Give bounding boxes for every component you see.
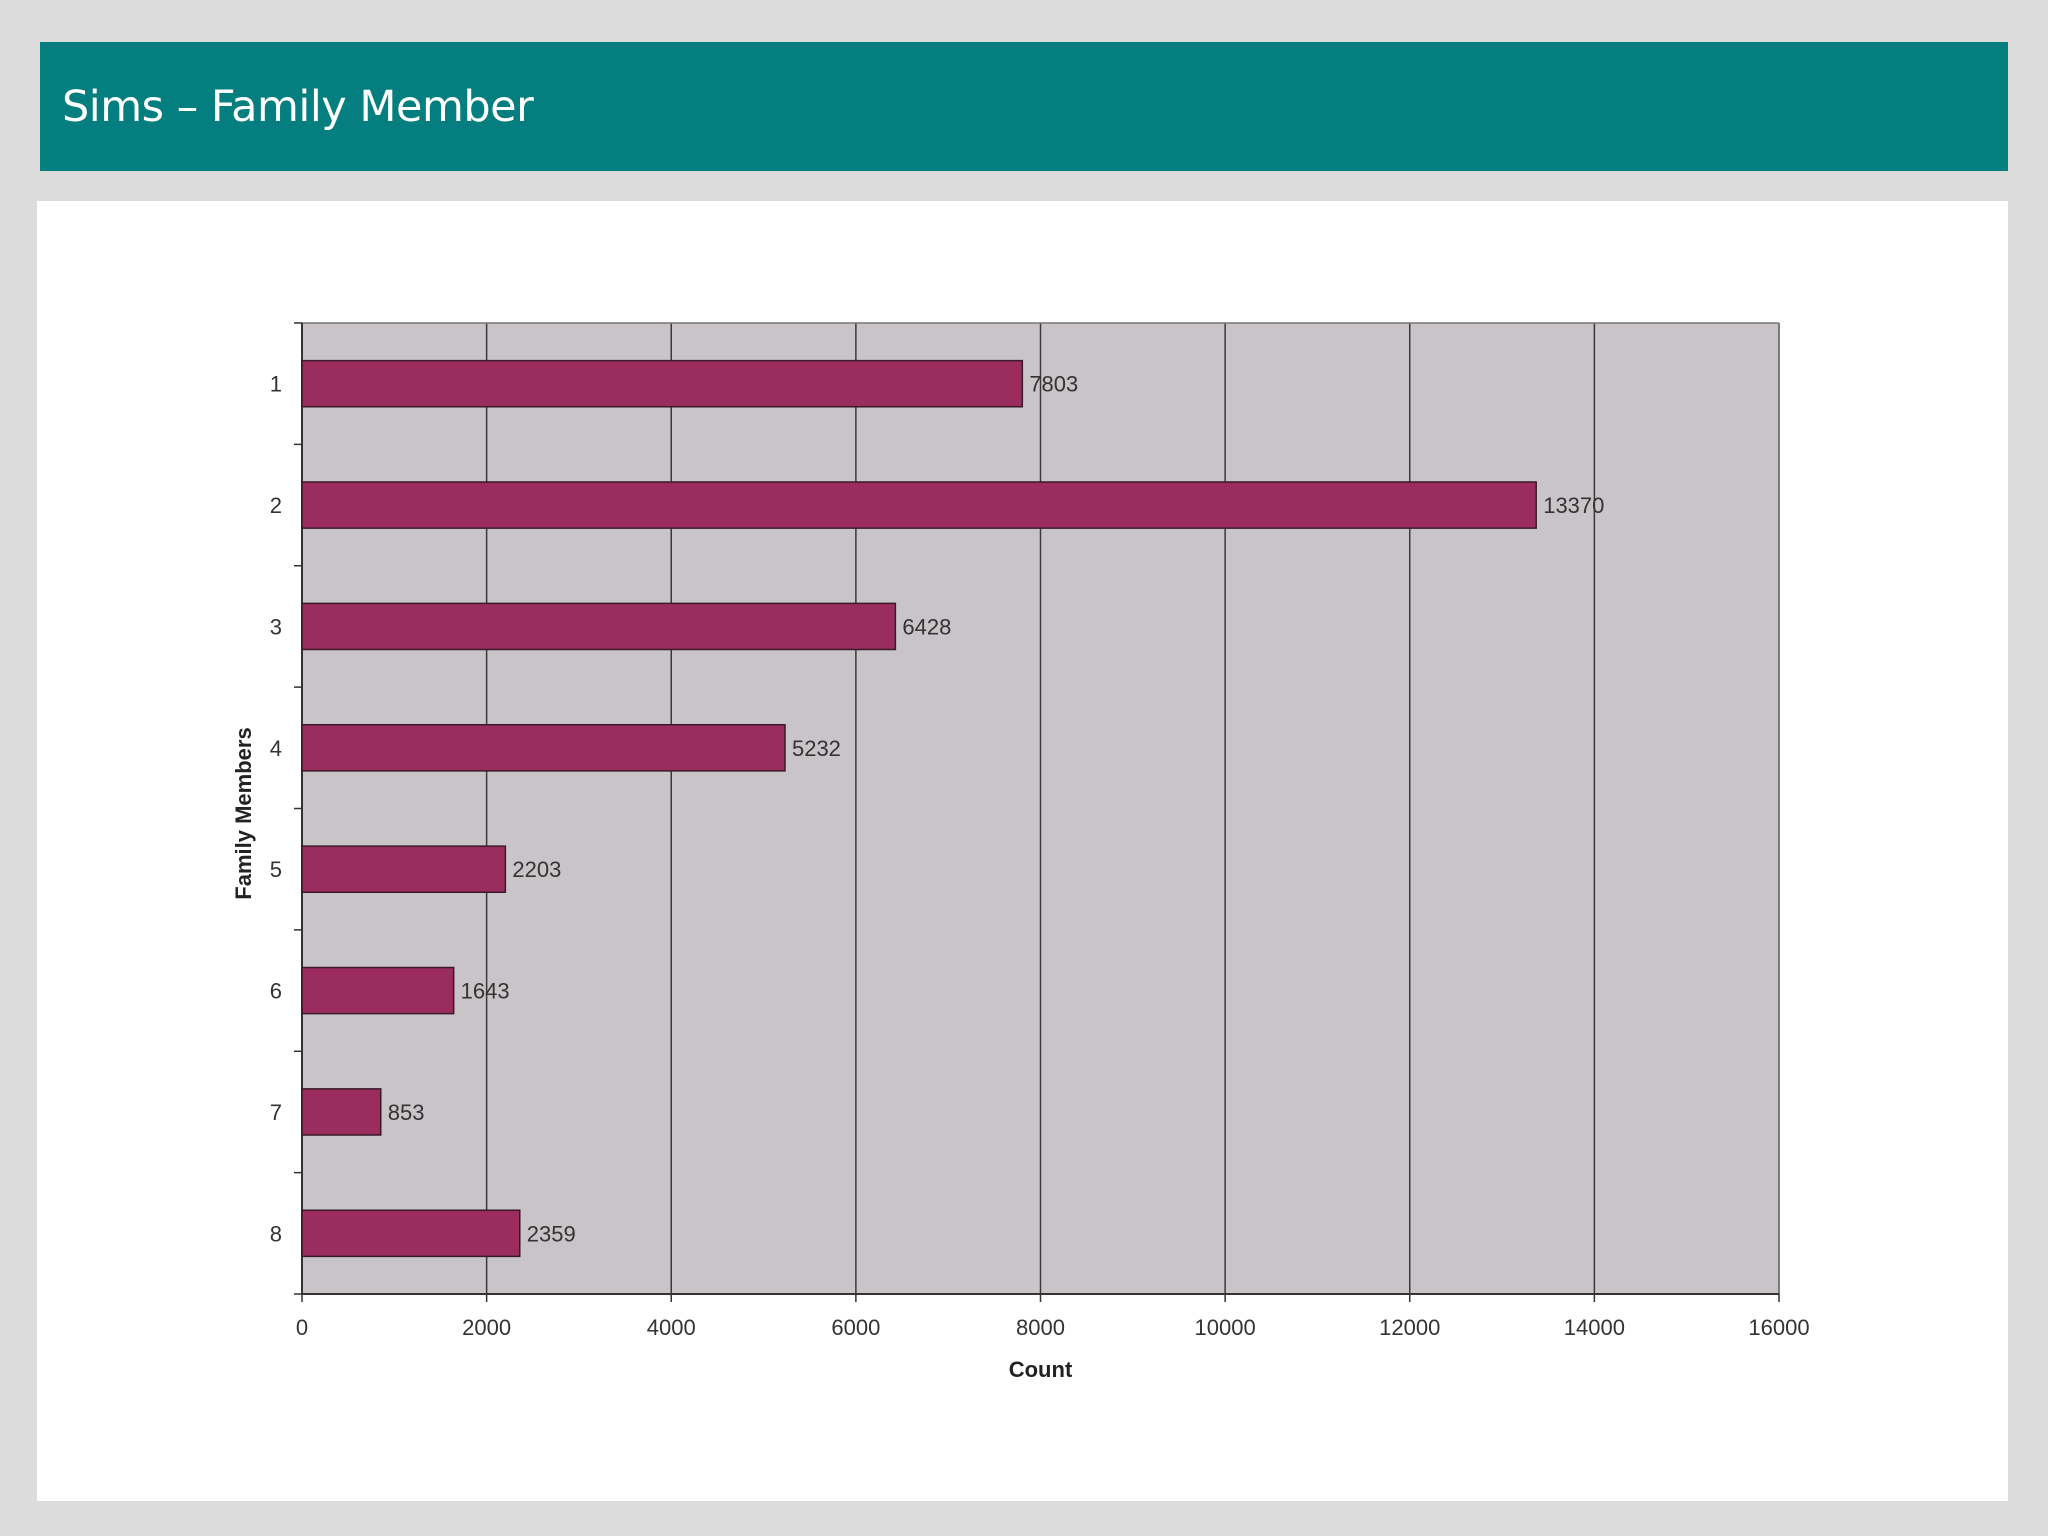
data-label: 6428 bbox=[902, 614, 951, 639]
bar-1 bbox=[301, 359, 1024, 408]
y-tick-label: 2 bbox=[270, 493, 282, 518]
bar-5 bbox=[301, 845, 507, 893]
bar-4 bbox=[301, 724, 786, 772]
bar-3 bbox=[301, 602, 897, 651]
x-tick-label: 14000 bbox=[1564, 1315, 1625, 1340]
bar-2 bbox=[301, 481, 1537, 529]
data-label: 853 bbox=[388, 1100, 425, 1125]
y-tick-label: 4 bbox=[270, 736, 282, 761]
y-tick-label: 7 bbox=[270, 1100, 282, 1125]
chart-panel: 0 2000 4000 6000 8000 10000 12000 14000 16000 1 78… bbox=[37, 201, 2008, 1501]
x-tick-label: 12000 bbox=[1379, 1315, 1440, 1340]
y-tick-label: 6 bbox=[270, 979, 282, 1004]
x-tick-label: 2000 bbox=[462, 1315, 511, 1340]
bar-8 bbox=[301, 1209, 521, 1258]
x-axis-title: Count bbox=[1009, 1357, 1073, 1382]
data-label: 1643 bbox=[461, 979, 510, 1004]
data-label: 7803 bbox=[1029, 372, 1078, 397]
bar-6 bbox=[301, 966, 455, 1015]
slide-title: Sims – Family Member bbox=[62, 81, 534, 132]
x-tick-label: 4000 bbox=[647, 1315, 696, 1340]
y-tick-label: 1 bbox=[270, 372, 282, 397]
y-tick-label: 3 bbox=[270, 614, 282, 639]
data-label: 2203 bbox=[512, 857, 561, 882]
x-tick-label: 0 bbox=[296, 1315, 308, 1340]
title-banner: Sims – Family Member bbox=[40, 42, 2008, 171]
data-label: 13370 bbox=[1543, 493, 1604, 518]
x-tick-label: 10000 bbox=[1195, 1315, 1256, 1340]
data-label: 2359 bbox=[527, 1221, 576, 1246]
bar-7 bbox=[301, 1088, 382, 1136]
x-tick-label: 6000 bbox=[831, 1315, 880, 1340]
y-tick-label: 5 bbox=[270, 857, 282, 882]
x-tick-label: 16000 bbox=[1748, 1315, 1809, 1340]
y-axis-title: Family Members bbox=[231, 727, 256, 899]
data-label: 5232 bbox=[792, 736, 841, 761]
x-tick-label: 8000 bbox=[1016, 1315, 1065, 1340]
y-tick-label: 8 bbox=[270, 1221, 282, 1246]
